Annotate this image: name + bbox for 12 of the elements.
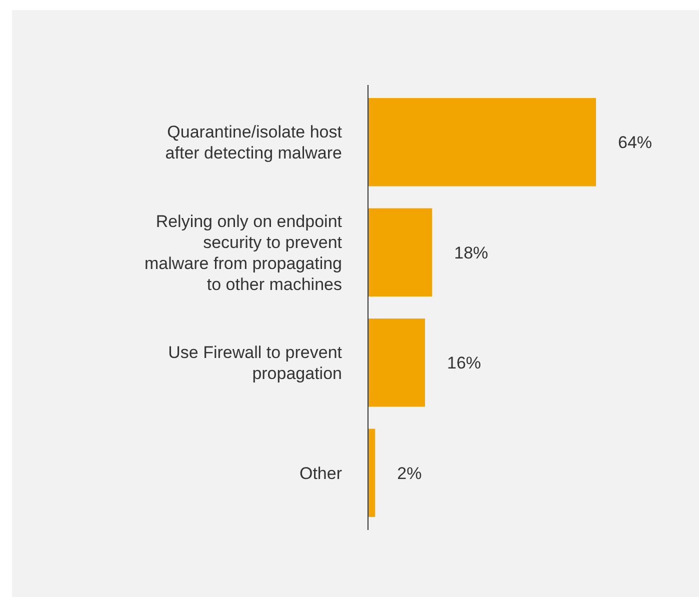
y-tick-label: Relying only on endpoint security to prevent malware from propagating to other machines [144,212,342,294]
data-label: 18% [454,243,488,262]
bar [368,318,425,407]
data-label: 2% [397,464,422,483]
bar [368,428,376,517]
y-tick-label: Other [299,464,342,483]
bar [368,208,432,296]
y-tick-label: Quarantine/isolate host after detecting malware [165,122,342,163]
y-tick-label: Use Firewall to prevent propagation [168,343,342,384]
data-label: 16% [447,354,482,373]
data-label: 64% [618,133,652,152]
bar [368,98,596,186]
